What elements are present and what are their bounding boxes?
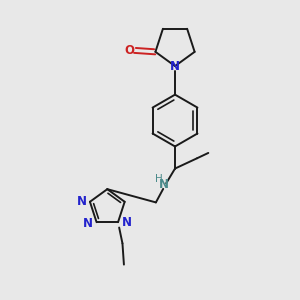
Text: O: O [124, 44, 134, 57]
Text: N: N [170, 60, 180, 73]
Text: N: N [122, 216, 132, 229]
Text: N: N [83, 217, 93, 230]
Text: H: H [155, 174, 163, 184]
Text: N: N [159, 178, 169, 191]
Text: N: N [77, 195, 87, 208]
